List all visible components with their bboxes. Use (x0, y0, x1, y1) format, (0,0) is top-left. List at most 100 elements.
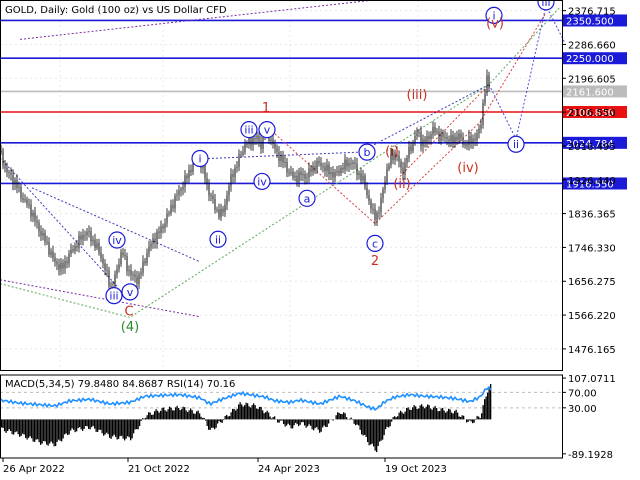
candle-body (232, 174, 234, 178)
time-tick-label: 19 Oct 2023 (385, 464, 447, 475)
macd-bar (229, 416, 231, 420)
macd-bar (106, 419, 108, 433)
candle-body (316, 161, 318, 172)
macd-bar (458, 416, 460, 420)
macd-bar (455, 409, 457, 420)
macd-bar (230, 412, 232, 420)
wave-label: ii (513, 138, 519, 151)
macd-bar (430, 408, 432, 420)
macd-bar (38, 419, 40, 443)
macd-bar (11, 419, 13, 435)
macd-bar (484, 399, 486, 420)
candle-body (298, 171, 300, 183)
candle-body (366, 187, 368, 196)
wave-label: (ii) (393, 177, 410, 192)
candle-body (56, 261, 58, 265)
wave-label: ii (215, 233, 221, 246)
macd-bar (82, 419, 84, 431)
wave-label: (v) (486, 16, 504, 31)
price-level-value: 1916.550 (566, 179, 614, 190)
candle-body (320, 163, 322, 166)
candle-body (86, 231, 88, 235)
macd-bar (337, 412, 339, 420)
macd-bar (371, 419, 373, 444)
macd-bar (173, 410, 175, 420)
macd-bar (460, 417, 462, 420)
candle-body (18, 186, 20, 188)
candle-body (418, 132, 420, 134)
macd-bar (356, 419, 358, 425)
macd-bar (167, 409, 169, 420)
candle-body (238, 154, 240, 167)
macd-bar (53, 419, 55, 447)
macd-bar (424, 408, 426, 420)
macd-bar (272, 416, 274, 420)
candle-body (224, 204, 226, 213)
wave-label-circle (240, 120, 258, 139)
macd-bar (362, 419, 364, 436)
candle-body (336, 171, 338, 173)
wave-label-circle (537, 0, 555, 11)
macd-bar (367, 419, 369, 443)
candle-body (118, 264, 120, 270)
macd-bar (226, 414, 228, 420)
macd-bar (472, 419, 474, 424)
candle-body (362, 175, 364, 181)
candle-body (128, 270, 130, 272)
macd-bar (16, 419, 18, 432)
macd-bar (211, 419, 213, 428)
macd-bar (77, 419, 79, 429)
macd-bar (110, 419, 112, 439)
candle-body (142, 261, 144, 273)
macd-bar (412, 407, 414, 420)
macd-bar (436, 408, 438, 420)
macd-bar (485, 396, 487, 420)
macd-bar (338, 412, 340, 420)
candle-body (206, 178, 208, 185)
macd-bar (400, 410, 402, 420)
macd-bar (14, 419, 16, 433)
macd-bar (461, 415, 463, 420)
macd-bar (260, 406, 262, 420)
candle-body (176, 194, 178, 196)
candle-body (162, 226, 164, 229)
candle-body (2, 150, 4, 166)
trend-line (265, 14, 546, 225)
macd-bar (382, 419, 384, 440)
candle-body (310, 168, 312, 173)
macd-bar (343, 412, 345, 420)
macd-bar (448, 408, 450, 420)
macd-bar (149, 412, 151, 420)
candle-body (370, 200, 372, 209)
macd-bar (437, 411, 439, 420)
candle-body (114, 274, 116, 290)
candle-body (376, 212, 378, 221)
macd-bar (440, 408, 442, 420)
wave-label: iv (257, 175, 267, 188)
macd-bar (215, 419, 217, 428)
wave-label-circle (108, 231, 126, 249)
macd-bar (46, 419, 48, 445)
macd-bar (85, 419, 87, 427)
price-tick-label: 1476.165 (568, 345, 616, 356)
macd-histogram (0, 383, 562, 453)
macd-bar (475, 418, 477, 420)
candle-body (346, 159, 348, 167)
price-level-value: 2350.500 (566, 16, 614, 27)
candle-body (254, 137, 256, 139)
macd-bar (55, 419, 57, 447)
macd-bar (31, 419, 33, 439)
price-level-tag (563, 136, 627, 149)
wave-label-circle (121, 283, 139, 301)
macd-bar (316, 419, 318, 428)
candle-body (4, 165, 6, 169)
macd-bar (278, 419, 280, 423)
candle-body (252, 137, 254, 146)
macd-bar (125, 419, 127, 439)
macd-bar (62, 419, 64, 439)
macd-bar (394, 416, 396, 420)
macd-bar (415, 406, 417, 420)
macd-bar (407, 407, 409, 420)
candle-body (382, 189, 384, 199)
macd-bar (422, 406, 424, 420)
